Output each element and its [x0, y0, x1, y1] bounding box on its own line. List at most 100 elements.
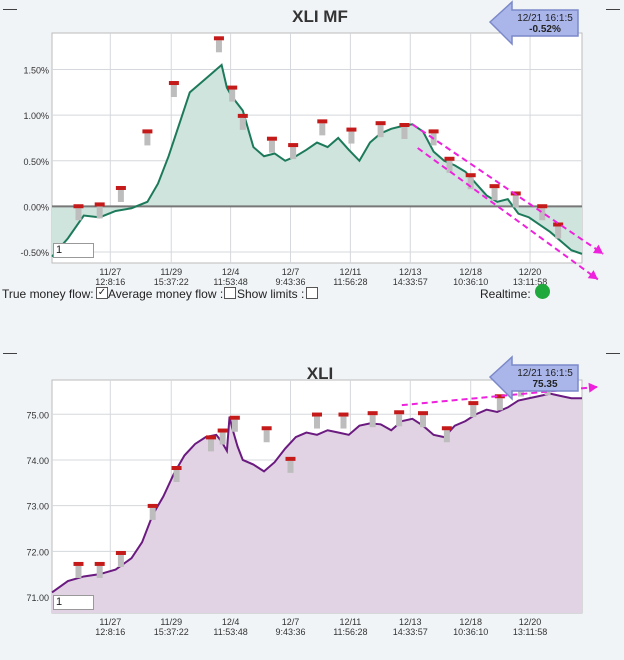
- event-marker-stem: [215, 40, 222, 53]
- realtime-status-indicator[interactable]: [535, 284, 550, 299]
- event-marker-stem: [149, 507, 156, 520]
- event-marker-flag: [465, 173, 476, 178]
- event-marker-stem: [96, 206, 103, 219]
- mid-right-dash: —: [606, 344, 620, 360]
- trend-line: [417, 147, 599, 281]
- y-tick-label: 75.00: [26, 410, 49, 420]
- event-marker-stem: [369, 415, 376, 428]
- event-marker-flag: [115, 550, 126, 555]
- x-tick-time: 11:53:48: [213, 277, 247, 287]
- event-marker-stem: [443, 430, 450, 443]
- event-marker-flag: [494, 394, 505, 399]
- y-tick-label: 72.00: [26, 547, 49, 557]
- top-right-dash: —: [606, 0, 620, 16]
- chart-controls: True money flow: ✓ Average money flow : …: [0, 287, 624, 305]
- event-marker-stem: [377, 125, 384, 138]
- event-marker-flag: [285, 456, 296, 461]
- value-tooltip: 12/21 16:1:575.35: [488, 355, 579, 401]
- event-marker-stem: [173, 470, 180, 483]
- event-marker-stem: [117, 554, 124, 567]
- x-tick-date: 11/29: [160, 617, 182, 627]
- series-line: [51, 63, 583, 258]
- event-marker-flag: [213, 36, 224, 41]
- event-marker-stem: [117, 189, 124, 202]
- event-marker-stem: [512, 195, 519, 208]
- x-tick-date: 12/4: [222, 617, 240, 627]
- event-marker-flag: [171, 466, 182, 471]
- event-marker-stem: [314, 416, 320, 429]
- x-tick-time: 10:36:10: [453, 627, 488, 637]
- event-marker-stem: [396, 414, 403, 427]
- y-tick-label: 1.00%: [23, 111, 49, 121]
- event-marker-flag: [338, 412, 349, 417]
- event-marker-stem: [75, 208, 82, 221]
- event-marker-flag: [73, 561, 84, 566]
- series-area-fill: [52, 393, 582, 613]
- x-tick-date: 12/7: [282, 267, 300, 277]
- event-marker-flag: [147, 503, 158, 508]
- event-marker-stem: [491, 188, 498, 201]
- event-marker-stem: [170, 85, 177, 98]
- series-area-fill: [52, 64, 582, 257]
- event-marker-flag: [317, 119, 328, 124]
- x-tick-time: 10:36:10: [453, 277, 488, 287]
- x-tick-date: 12/7: [282, 617, 300, 627]
- event-marker-flag: [418, 411, 428, 416]
- event-marker-flag: [115, 185, 126, 190]
- event-marker-flag: [468, 401, 479, 406]
- average-money-flow-label: Average money flow :: [108, 287, 224, 301]
- y-tick-label: -0.50%: [20, 248, 49, 258]
- event-marker-stem: [467, 177, 474, 190]
- event-marker-flag: [312, 412, 322, 417]
- event-marker-stem: [231, 419, 238, 432]
- money-flow-chart-panel: 1.50% 1.00% 0.50% 0.00% -0.50% 11/27 12:8:16 11…: [0, 0, 624, 310]
- tooltip-arrow-shape: [488, 355, 579, 401]
- y-tick-label: 0.00%: [23, 202, 49, 212]
- checkbox-empty-icon[interactable]: [306, 287, 318, 299]
- x-tick-time: 13:11:58: [513, 627, 547, 637]
- event-marker-stem: [287, 460, 294, 473]
- event-marker-stem: [96, 565, 103, 578]
- x-tick-time: 9:43:36: [275, 627, 305, 637]
- event-marker-stem: [219, 432, 226, 445]
- event-marker-stem: [555, 226, 562, 239]
- x-tick-time: 12:8:16: [95, 277, 125, 287]
- event-marker-flag: [489, 184, 500, 189]
- event-marker-flag: [217, 428, 228, 433]
- chart-title: XLI: [307, 364, 333, 383]
- event-marker-stem: [430, 133, 437, 146]
- event-marker-flag: [537, 204, 548, 209]
- x-tick-time: 14:33:57: [393, 277, 428, 287]
- value-tooltip: 12/21 16:1:5-0.52%: [488, 0, 579, 46]
- x-tick-date: 12/20: [519, 267, 542, 277]
- event-marker-flag: [553, 222, 564, 227]
- event-marker-stem: [420, 415, 426, 428]
- x-tick-date: 12/13: [399, 617, 422, 627]
- event-marker-flag: [73, 204, 84, 209]
- event-marker-flag: [346, 127, 357, 132]
- x-tick-date: 11/27: [99, 617, 121, 627]
- trend-line-arrowhead: [592, 244, 604, 254]
- price-period-input[interactable]: 1: [53, 595, 94, 610]
- tooltip-value: -0.52%: [529, 24, 561, 35]
- event-marker-flag: [441, 426, 452, 431]
- tooltip-value: 75.35: [532, 379, 557, 390]
- checkbox-empty-icon[interactable]: [224, 287, 236, 299]
- event-marker-stem: [539, 208, 546, 221]
- event-marker-stem: [263, 430, 270, 443]
- x-tick-time: 11:56:28: [333, 277, 367, 287]
- tooltip-time: 12/21 16:1:5: [517, 368, 573, 379]
- event-marker-flag: [206, 435, 216, 440]
- x-tick-time: 11:53:48: [213, 627, 247, 637]
- event-marker-flag: [229, 415, 240, 420]
- event-marker-flag: [428, 129, 439, 134]
- event-marker-flag: [375, 121, 386, 126]
- x-tick-time: 15:37:22: [154, 627, 189, 637]
- mf-period-input[interactable]: 1: [53, 243, 94, 258]
- x-tick-date: 12/11: [339, 617, 361, 627]
- checkbox-checked-icon[interactable]: ✓: [96, 287, 108, 299]
- x-tick-date: 12/11: [339, 267, 361, 277]
- y-tick-label: 73.00: [26, 502, 49, 512]
- y-tick-label: 0.50%: [23, 157, 49, 167]
